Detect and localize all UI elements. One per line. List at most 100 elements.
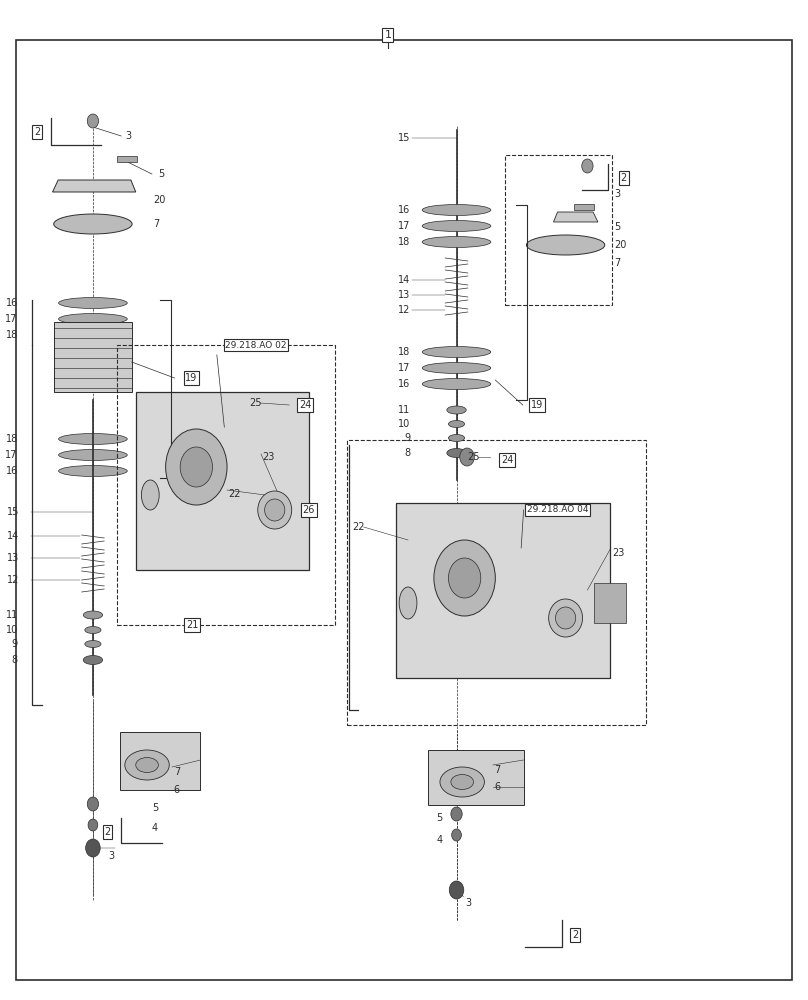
Text: 10: 10 <box>6 625 18 635</box>
Text: 23: 23 <box>263 452 275 462</box>
Text: 10: 10 <box>398 419 410 429</box>
Text: 25: 25 <box>467 452 479 462</box>
Text: 16: 16 <box>398 379 410 389</box>
Text: 13: 13 <box>7 553 19 563</box>
Ellipse shape <box>526 235 604 255</box>
Ellipse shape <box>265 499 285 521</box>
Circle shape <box>448 558 481 598</box>
Ellipse shape <box>124 750 170 780</box>
Circle shape <box>180 447 213 487</box>
Text: 9: 9 <box>404 433 410 443</box>
Text: 18: 18 <box>398 237 410 247</box>
Bar <box>54 322 132 392</box>
Text: 18: 18 <box>6 434 18 444</box>
Ellipse shape <box>422 378 491 389</box>
Ellipse shape <box>399 587 417 619</box>
Text: 26: 26 <box>302 505 315 515</box>
Text: 12: 12 <box>7 575 19 585</box>
Text: 2: 2 <box>34 127 40 137</box>
Text: 19: 19 <box>531 400 544 410</box>
Text: 3: 3 <box>125 131 132 141</box>
Text: 7: 7 <box>494 765 501 775</box>
Text: 29.218.AO 04: 29.218.AO 04 <box>527 506 588 514</box>
Text: 9: 9 <box>11 639 18 649</box>
Ellipse shape <box>58 298 128 308</box>
Text: 16: 16 <box>6 466 18 476</box>
Ellipse shape <box>58 314 128 325</box>
Bar <box>117 156 137 162</box>
Text: 19: 19 <box>185 373 198 383</box>
Ellipse shape <box>85 641 101 648</box>
Text: 12: 12 <box>398 305 410 315</box>
Polygon shape <box>553 212 598 222</box>
Text: 17: 17 <box>398 221 410 231</box>
Text: 8: 8 <box>404 448 410 458</box>
Ellipse shape <box>555 607 575 629</box>
Circle shape <box>434 540 495 616</box>
Polygon shape <box>136 392 309 570</box>
Ellipse shape <box>83 611 103 619</box>
Circle shape <box>87 114 99 128</box>
Circle shape <box>88 819 98 831</box>
Text: 7: 7 <box>174 767 180 777</box>
Circle shape <box>166 429 227 505</box>
Ellipse shape <box>422 221 491 232</box>
Text: 6: 6 <box>494 782 501 792</box>
Ellipse shape <box>53 214 133 234</box>
Text: 18: 18 <box>398 347 410 357</box>
Text: 13: 13 <box>398 290 410 300</box>
Text: 7: 7 <box>614 258 621 268</box>
Text: 17: 17 <box>398 363 410 373</box>
Polygon shape <box>396 503 610 678</box>
Ellipse shape <box>422 236 491 247</box>
Circle shape <box>451 807 462 821</box>
Text: 3: 3 <box>465 898 472 908</box>
Text: 3: 3 <box>108 851 115 861</box>
Circle shape <box>452 829 461 841</box>
Ellipse shape <box>58 434 128 444</box>
Ellipse shape <box>85 626 101 634</box>
Ellipse shape <box>448 434 465 442</box>
Text: 2: 2 <box>104 827 111 837</box>
Text: 17: 17 <box>6 314 18 324</box>
Text: 18: 18 <box>6 330 18 340</box>
Text: 17: 17 <box>6 450 18 460</box>
Circle shape <box>87 797 99 811</box>
Polygon shape <box>120 732 200 790</box>
Ellipse shape <box>83 656 103 664</box>
Circle shape <box>86 839 100 857</box>
Ellipse shape <box>448 420 465 428</box>
Text: 15: 15 <box>7 507 19 517</box>
Text: 2: 2 <box>572 930 579 940</box>
Text: 20: 20 <box>614 240 626 250</box>
Ellipse shape <box>422 205 491 216</box>
Ellipse shape <box>422 347 491 358</box>
Ellipse shape <box>58 450 128 460</box>
Ellipse shape <box>141 480 159 510</box>
Text: 14: 14 <box>7 531 19 541</box>
Text: 4: 4 <box>436 835 443 845</box>
Text: 5: 5 <box>158 169 165 179</box>
Ellipse shape <box>258 491 292 529</box>
Text: 24: 24 <box>299 400 312 410</box>
Text: 3: 3 <box>614 189 621 199</box>
Ellipse shape <box>451 774 473 790</box>
Text: 11: 11 <box>6 610 18 620</box>
Text: 5: 5 <box>614 222 621 232</box>
Text: 21: 21 <box>186 620 199 630</box>
Polygon shape <box>428 750 524 805</box>
Ellipse shape <box>422 362 491 373</box>
Text: 5: 5 <box>436 813 443 823</box>
Text: 16: 16 <box>398 205 410 215</box>
Circle shape <box>449 881 464 899</box>
Text: 6: 6 <box>174 785 180 795</box>
Ellipse shape <box>549 599 583 637</box>
Text: 23: 23 <box>612 548 625 558</box>
Ellipse shape <box>136 758 158 772</box>
Text: 24: 24 <box>501 455 514 465</box>
Text: 2: 2 <box>621 173 627 183</box>
Text: 29.218.AO 02: 29.218.AO 02 <box>225 340 287 350</box>
Bar <box>594 583 626 623</box>
Bar <box>574 204 594 210</box>
Text: 15: 15 <box>398 133 410 143</box>
